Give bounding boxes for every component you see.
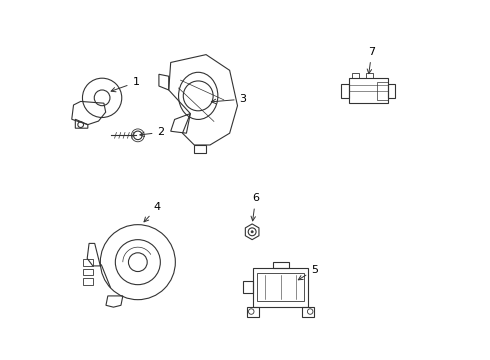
- Bar: [257, 273, 304, 301]
- Text: 7: 7: [367, 47, 375, 74]
- Text: 1: 1: [111, 77, 140, 92]
- Bar: [352, 73, 359, 78]
- Bar: [342, 84, 348, 98]
- Bar: [377, 82, 388, 100]
- Text: 2: 2: [140, 127, 165, 138]
- Bar: [247, 307, 259, 317]
- Bar: [388, 84, 395, 98]
- Bar: [348, 78, 388, 103]
- Bar: [367, 73, 373, 78]
- Text: 6: 6: [251, 193, 259, 221]
- Bar: [253, 267, 308, 307]
- Bar: [302, 307, 314, 317]
- Bar: [244, 281, 253, 293]
- Bar: [273, 262, 289, 267]
- Circle shape: [251, 231, 253, 233]
- Text: 5: 5: [298, 265, 318, 280]
- Text: 4: 4: [144, 202, 161, 222]
- Text: 3: 3: [211, 94, 246, 104]
